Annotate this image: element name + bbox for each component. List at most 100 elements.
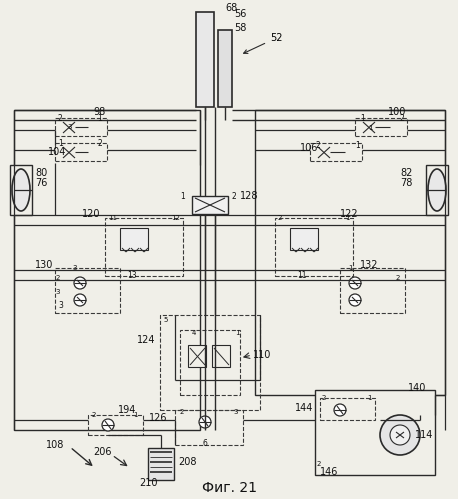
Bar — [290, 228, 318, 250]
Bar — [55, 118, 107, 136]
Text: 2: 2 — [322, 395, 327, 401]
Text: 78: 78 — [401, 178, 413, 188]
Text: 58: 58 — [234, 23, 246, 33]
Text: 56: 56 — [234, 9, 246, 19]
Text: 2: 2 — [396, 275, 400, 281]
Bar — [340, 268, 405, 313]
Text: 3: 3 — [68, 124, 72, 130]
Text: 2: 2 — [278, 215, 283, 221]
Bar — [120, 228, 148, 250]
Circle shape — [349, 294, 361, 306]
Text: 11: 11 — [297, 271, 306, 280]
Text: 2: 2 — [92, 412, 96, 418]
Text: 128: 128 — [240, 191, 258, 201]
Text: 208: 208 — [178, 457, 196, 467]
Bar — [175, 410, 243, 445]
Bar — [105, 218, 183, 276]
Text: 4: 4 — [192, 330, 196, 336]
Text: 5: 5 — [163, 317, 167, 323]
Text: 1: 1 — [133, 412, 138, 418]
Text: 98: 98 — [93, 107, 105, 117]
Text: 1: 1 — [345, 215, 350, 221]
Bar — [55, 268, 120, 313]
Bar — [188, 345, 206, 367]
Bar — [212, 345, 230, 367]
Bar — [10, 165, 32, 215]
Bar — [14, 110, 200, 430]
Text: 3: 3 — [58, 300, 63, 309]
Text: Фиг. 21: Фиг. 21 — [202, 481, 256, 495]
Text: 146: 146 — [320, 467, 338, 477]
Bar — [218, 30, 232, 107]
Text: 1: 1 — [58, 139, 63, 148]
Bar — [148, 448, 174, 480]
Text: 132: 132 — [360, 260, 378, 270]
Circle shape — [199, 416, 211, 428]
Circle shape — [349, 277, 361, 289]
Text: 1: 1 — [355, 141, 360, 150]
Text: 1: 1 — [235, 330, 240, 336]
Text: 52: 52 — [244, 33, 283, 53]
Bar — [315, 390, 435, 475]
Bar — [55, 143, 107, 161]
Text: 210: 210 — [139, 478, 157, 488]
Text: 80: 80 — [35, 168, 47, 178]
Text: 2: 2 — [315, 141, 320, 150]
Text: 12: 12 — [171, 215, 180, 221]
Circle shape — [74, 294, 86, 306]
Text: 76: 76 — [35, 178, 47, 188]
Circle shape — [74, 277, 86, 289]
Circle shape — [390, 425, 410, 445]
Text: 126: 126 — [148, 413, 167, 423]
Bar — [180, 330, 240, 395]
Bar — [426, 165, 448, 215]
Circle shape — [380, 415, 420, 455]
Text: 2: 2 — [180, 409, 185, 415]
Text: 3: 3 — [73, 265, 77, 271]
Bar — [255, 110, 445, 395]
Text: 3: 3 — [234, 409, 238, 415]
Text: 3: 3 — [55, 289, 60, 295]
Text: 2: 2 — [232, 192, 237, 201]
Bar — [320, 398, 375, 420]
Bar — [355, 118, 407, 136]
Bar — [88, 415, 143, 435]
Bar — [275, 218, 353, 276]
Text: 2: 2 — [58, 113, 63, 122]
Text: 1: 1 — [367, 395, 372, 401]
Text: 194: 194 — [118, 405, 136, 415]
Text: 130: 130 — [35, 260, 53, 270]
Text: 124: 124 — [136, 335, 155, 345]
Bar — [310, 143, 362, 161]
Text: 1: 1 — [180, 192, 185, 201]
Text: 110: 110 — [253, 350, 272, 360]
Text: 68: 68 — [225, 3, 237, 13]
Text: 2: 2 — [97, 139, 102, 148]
Bar — [192, 196, 228, 214]
Text: 106: 106 — [300, 143, 318, 153]
Text: 2: 2 — [317, 461, 322, 467]
Text: 140: 140 — [408, 383, 426, 393]
Text: 13: 13 — [127, 271, 136, 280]
Text: 114: 114 — [415, 430, 433, 440]
Bar — [196, 12, 214, 107]
Text: 82: 82 — [401, 168, 413, 178]
Text: 108: 108 — [46, 440, 64, 450]
Text: 11: 11 — [108, 215, 117, 221]
Ellipse shape — [12, 169, 30, 211]
Ellipse shape — [428, 169, 446, 211]
Text: 100: 100 — [388, 107, 406, 117]
Text: 120: 120 — [82, 209, 100, 219]
Text: 1: 1 — [348, 265, 353, 271]
Text: 6: 6 — [202, 440, 207, 449]
Text: 1: 1 — [360, 113, 365, 122]
Circle shape — [334, 404, 346, 416]
Text: 2: 2 — [55, 275, 60, 281]
Circle shape — [102, 419, 114, 431]
Text: 206: 206 — [94, 447, 112, 457]
Text: 104: 104 — [48, 147, 66, 157]
Text: 122: 122 — [340, 209, 359, 219]
Text: 1: 1 — [369, 125, 373, 131]
Text: 2: 2 — [399, 113, 404, 122]
Text: 1: 1 — [97, 113, 102, 122]
